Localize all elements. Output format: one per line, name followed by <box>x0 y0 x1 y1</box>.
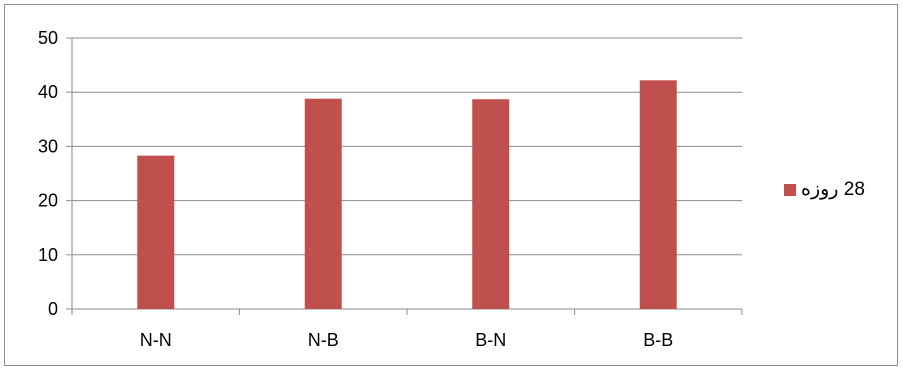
x-tick-label: B-N <box>475 330 506 350</box>
x-tick-label: B-B <box>643 330 673 350</box>
y-tick-label: 40 <box>38 82 58 102</box>
y-tick-label: 50 <box>38 28 58 48</box>
legend: 28 روزه <box>784 178 865 201</box>
x-tick-label: N-N <box>140 330 172 350</box>
y-tick-label: 30 <box>38 136 58 156</box>
y-tick-label: 0 <box>48 299 58 319</box>
x-tick-label: N-B <box>308 330 339 350</box>
bar-b-b <box>639 80 677 309</box>
y-tick-label: 10 <box>38 245 58 265</box>
legend-swatch-icon <box>784 183 796 196</box>
legend-label: 28 روزه <box>801 179 865 200</box>
bar-b-n <box>472 99 510 309</box>
bar-n-n <box>137 155 175 309</box>
bar-n-b <box>304 98 342 309</box>
y-tick-label: 20 <box>38 191 58 211</box>
